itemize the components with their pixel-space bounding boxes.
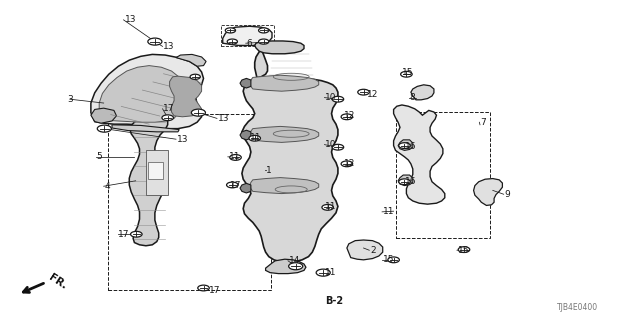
Text: 11: 11 bbox=[229, 152, 241, 161]
Text: 11: 11 bbox=[383, 207, 394, 216]
Text: FR.: FR. bbox=[47, 273, 69, 292]
Text: 10: 10 bbox=[325, 93, 337, 102]
Circle shape bbox=[316, 269, 330, 276]
Circle shape bbox=[322, 204, 333, 210]
Polygon shape bbox=[91, 54, 204, 129]
Circle shape bbox=[458, 247, 470, 252]
Text: 13: 13 bbox=[125, 15, 136, 24]
Text: 12: 12 bbox=[367, 90, 378, 99]
Text: 7: 7 bbox=[480, 118, 486, 127]
Polygon shape bbox=[240, 130, 251, 140]
Circle shape bbox=[198, 285, 209, 291]
Text: 9: 9 bbox=[504, 190, 510, 199]
Text: 12: 12 bbox=[344, 159, 356, 168]
Circle shape bbox=[191, 109, 205, 116]
Polygon shape bbox=[398, 175, 413, 186]
Polygon shape bbox=[99, 66, 180, 122]
Text: 16: 16 bbox=[405, 177, 417, 186]
Text: 16: 16 bbox=[405, 142, 417, 151]
Polygon shape bbox=[250, 75, 319, 91]
Polygon shape bbox=[411, 85, 434, 100]
Text: B-2: B-2 bbox=[325, 296, 343, 306]
Text: 11: 11 bbox=[325, 268, 337, 277]
Circle shape bbox=[401, 71, 412, 77]
Circle shape bbox=[97, 125, 111, 132]
Circle shape bbox=[399, 143, 410, 148]
Text: 1: 1 bbox=[266, 166, 271, 175]
Polygon shape bbox=[176, 54, 206, 66]
Circle shape bbox=[341, 161, 353, 167]
Text: 17: 17 bbox=[163, 104, 175, 113]
Text: 3: 3 bbox=[67, 95, 73, 104]
Text: TJB4E0400: TJB4E0400 bbox=[557, 303, 598, 312]
Polygon shape bbox=[129, 117, 168, 246]
Text: 10: 10 bbox=[325, 140, 337, 149]
Polygon shape bbox=[394, 105, 445, 204]
Polygon shape bbox=[170, 76, 202, 117]
Circle shape bbox=[131, 231, 142, 237]
Polygon shape bbox=[112, 125, 179, 132]
Polygon shape bbox=[223, 26, 272, 45]
Circle shape bbox=[332, 144, 344, 150]
Text: 14: 14 bbox=[289, 256, 300, 265]
Polygon shape bbox=[255, 41, 304, 54]
Polygon shape bbox=[398, 140, 413, 150]
Text: 2: 2 bbox=[370, 246, 376, 255]
Text: 17: 17 bbox=[209, 286, 221, 295]
Circle shape bbox=[388, 257, 399, 263]
Circle shape bbox=[289, 263, 303, 270]
Text: 13: 13 bbox=[218, 114, 229, 123]
Circle shape bbox=[341, 114, 353, 120]
Text: 17: 17 bbox=[118, 230, 130, 239]
Polygon shape bbox=[266, 259, 306, 274]
Circle shape bbox=[259, 28, 269, 33]
Polygon shape bbox=[240, 183, 251, 193]
Polygon shape bbox=[250, 126, 319, 142]
Text: 11: 11 bbox=[325, 202, 337, 211]
Circle shape bbox=[249, 135, 260, 141]
Polygon shape bbox=[474, 179, 502, 205]
Polygon shape bbox=[250, 178, 319, 194]
Circle shape bbox=[190, 74, 200, 79]
Circle shape bbox=[230, 155, 241, 160]
Text: 17: 17 bbox=[230, 181, 242, 190]
Circle shape bbox=[227, 182, 238, 188]
Polygon shape bbox=[240, 78, 251, 88]
Text: 12: 12 bbox=[344, 111, 356, 120]
Text: 6: 6 bbox=[246, 39, 252, 48]
Polygon shape bbox=[91, 108, 116, 123]
Text: 4: 4 bbox=[104, 182, 110, 191]
Text: 15: 15 bbox=[458, 246, 469, 255]
Text: 13: 13 bbox=[177, 135, 189, 144]
Text: 13: 13 bbox=[163, 42, 175, 51]
Circle shape bbox=[162, 115, 173, 121]
Polygon shape bbox=[148, 162, 163, 179]
Text: 15: 15 bbox=[402, 68, 413, 77]
Polygon shape bbox=[242, 50, 338, 262]
Circle shape bbox=[332, 96, 344, 102]
Circle shape bbox=[259, 39, 269, 44]
Text: 8: 8 bbox=[410, 93, 415, 102]
Polygon shape bbox=[146, 150, 168, 195]
Text: 5: 5 bbox=[96, 152, 102, 161]
Polygon shape bbox=[347, 240, 383, 260]
Circle shape bbox=[225, 28, 236, 33]
Circle shape bbox=[399, 179, 410, 185]
Text: 11: 11 bbox=[250, 133, 261, 142]
Circle shape bbox=[358, 89, 369, 95]
Circle shape bbox=[148, 38, 162, 45]
Text: 15: 15 bbox=[383, 255, 394, 264]
Circle shape bbox=[227, 39, 237, 44]
